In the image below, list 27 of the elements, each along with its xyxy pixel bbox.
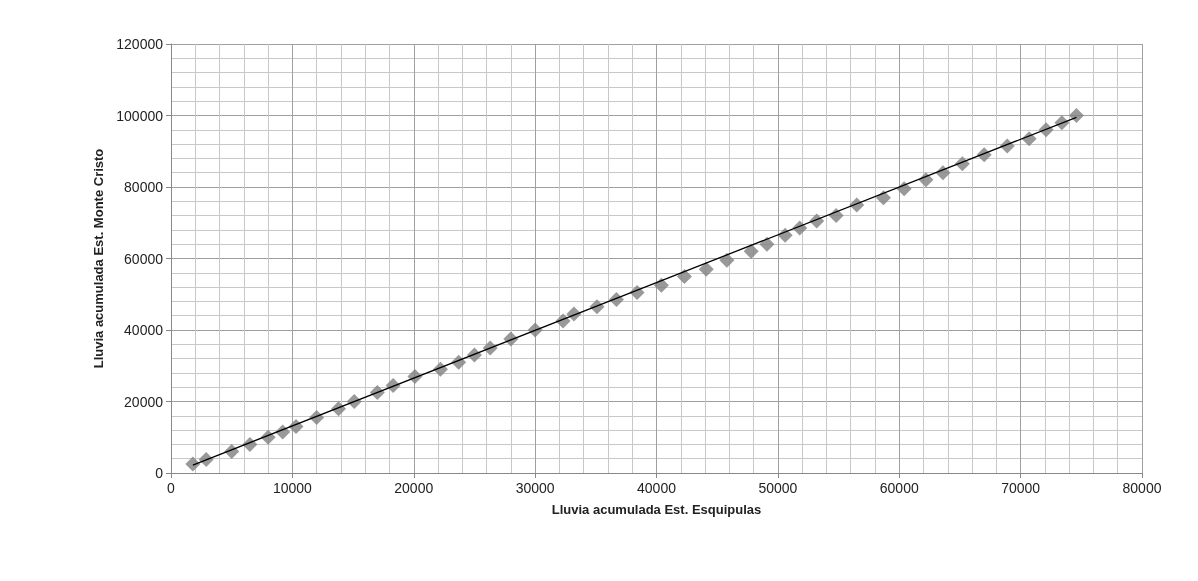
y-tick-label: 0: [155, 465, 164, 481]
point: [759, 236, 775, 252]
x-tick-label: 50000: [758, 480, 798, 496]
point: [676, 268, 692, 284]
point: [1068, 108, 1084, 123]
x-tick-label: 20000: [394, 480, 434, 496]
x-axis-title: Lluvia acumulada Est. Esquipulas: [551, 502, 762, 517]
point: [698, 261, 714, 277]
x-tick-label: 40000: [637, 480, 677, 496]
x-tick-label: 70000: [1001, 480, 1041, 496]
y-tick-label: 60000: [124, 250, 164, 267]
x-tick-label: 80000: [1122, 480, 1162, 496]
y-tick-label: 80000: [124, 179, 164, 195]
point: [653, 277, 669, 293]
x-tick-label: 30000: [515, 480, 555, 496]
point: [743, 243, 759, 259]
x-tick-label: 60000: [879, 480, 919, 496]
y-tick-label: 20000: [124, 393, 164, 410]
x-tick-label: 0: [167, 480, 176, 496]
y-axis-title: Lluvia acumulada Est. Monte Cristo: [91, 148, 107, 369]
point: [185, 456, 201, 472]
x-tick-label: 10000: [272, 480, 313, 496]
y-tick-label: 100000: [116, 107, 164, 124]
y-tick-label: 40000: [124, 322, 164, 338]
point: [719, 252, 735, 268]
y-tick-label: 120000: [116, 36, 164, 52]
point: [875, 190, 891, 206]
